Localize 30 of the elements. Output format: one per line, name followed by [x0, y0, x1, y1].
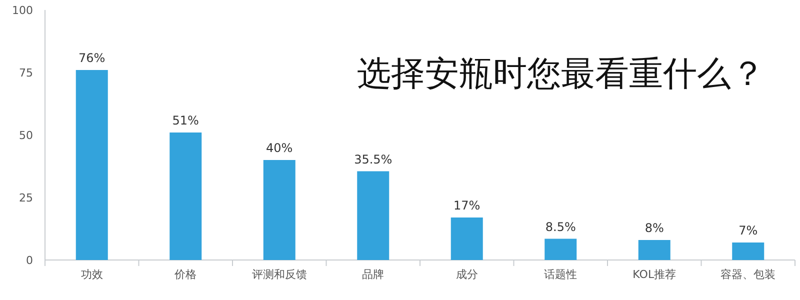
y-tick-label: 75 [19, 66, 33, 80]
data-label: 17% [454, 198, 480, 212]
data-label: 7% [738, 224, 758, 238]
y-tick-label: 25 [19, 192, 33, 204]
y-tick-label: 100 [12, 4, 33, 17]
data-label: 76% [78, 51, 106, 65]
bar [263, 160, 296, 260]
data-label: 35.5% [354, 152, 392, 166]
x-tick-label: 品牌 [362, 268, 384, 281]
x-tick-label: 价格 [174, 268, 197, 281]
bar [76, 70, 108, 260]
x-tick-label: 功效 [80, 268, 103, 281]
x-tick-label: 话题性 [544, 268, 578, 281]
data-label: 8% [644, 221, 664, 235]
x-tick-label: KOL推荐 [632, 268, 676, 281]
x-tick-label: 成分 [456, 268, 478, 281]
bar [357, 171, 390, 260]
bar [450, 218, 483, 260]
bar [170, 132, 202, 260]
y-tick-label: 50 [19, 129, 33, 142]
data-label: 8.5% [545, 220, 576, 234]
bar [732, 242, 764, 260]
bar [638, 240, 670, 260]
bar [544, 238, 577, 260]
data-label: 51% [172, 114, 199, 128]
text: 选择安瓶时您最看重什么？ [357, 54, 765, 94]
x-tick-label: 容器、包装 [720, 268, 776, 281]
x-tick-label: 评测和反馈 [252, 268, 307, 281]
y-tick-label: 0 [26, 254, 33, 267]
data-label: 40% [266, 141, 293, 155]
